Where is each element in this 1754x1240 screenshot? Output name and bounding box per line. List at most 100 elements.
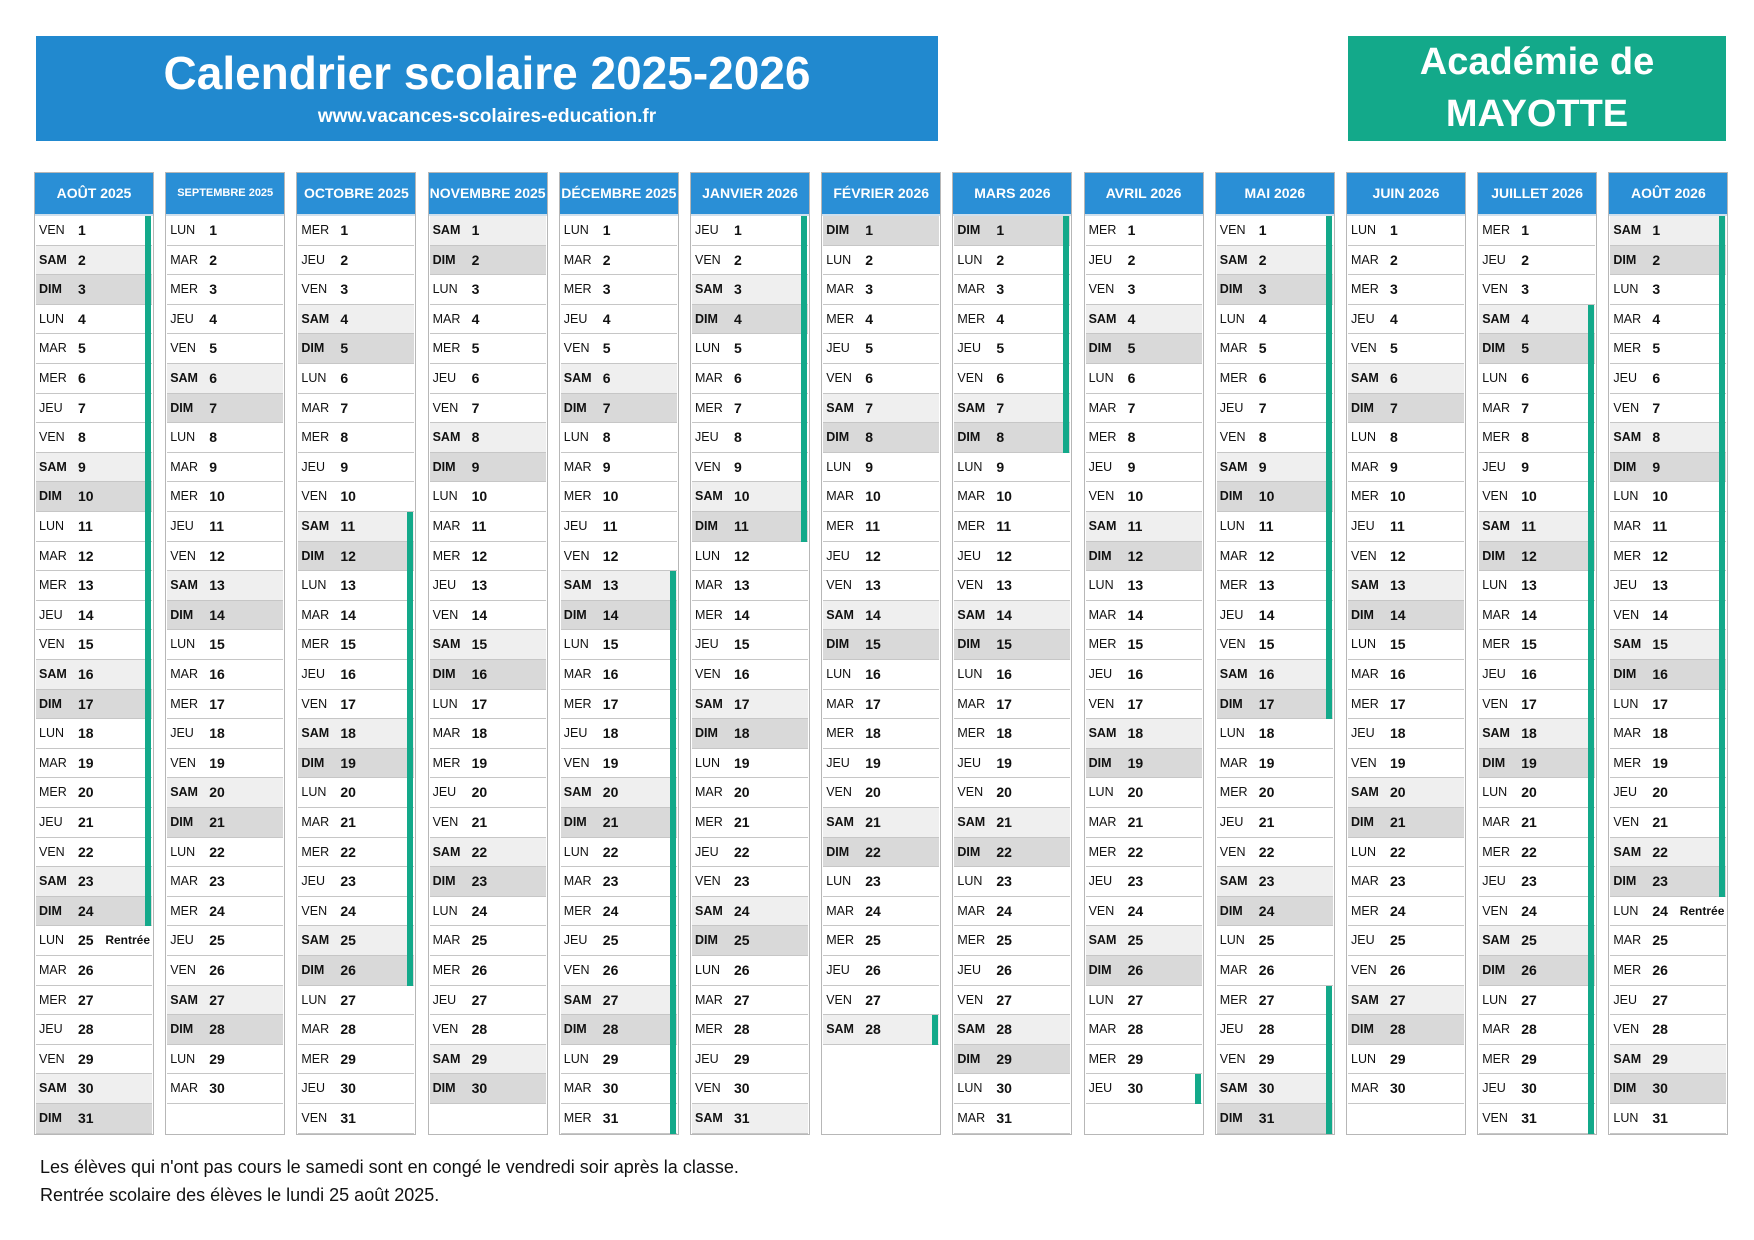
weekday-label: JEU (39, 815, 63, 829)
day-number: 27 (209, 991, 225, 1008)
day-cell: DIM 19 (298, 748, 415, 779)
day-number: 12 (1652, 547, 1668, 564)
day-number: 20 (1652, 784, 1668, 801)
vacation-bar (1588, 304, 1595, 1134)
weekday-label: VEN (563, 341, 590, 356)
day-number: 19 (1521, 754, 1537, 771)
weekday-label: DIM (1219, 903, 1243, 918)
day-cell: VEN 14 (1610, 601, 1727, 631)
day-number: 22 (340, 843, 356, 860)
day-number: 21 (209, 814, 225, 830)
day-cell: MER 25 (954, 926, 1071, 956)
weekday-label: DIM (170, 607, 194, 622)
day-number: 12 (602, 547, 619, 564)
day-number: 14 (602, 606, 619, 623)
day-cell: JEU 9 (1085, 453, 1202, 483)
weekday-label: MER (1351, 489, 1379, 504)
weekday-label: SAM (1613, 1051, 1642, 1066)
weekday-label: LUN (1219, 519, 1245, 533)
weekday-label: DIM (170, 400, 194, 415)
day-cell: SAM 30 (1216, 1074, 1333, 1104)
day-cell: LUN 24 Rentrée (1610, 897, 1727, 927)
weekday-label: DIM (301, 548, 325, 563)
day-number: 23 (1127, 873, 1144, 890)
day-cell: LUN 10 (429, 482, 546, 512)
weekday-label: LUN (1613, 282, 1639, 297)
weekday-label: VEN (1219, 223, 1246, 237)
website-url[interactable]: www.vacances-scolaires-education.fr (317, 106, 657, 127)
weekday-label: VEN (1351, 963, 1377, 977)
day-cell: DIM 2 (1610, 245, 1727, 276)
weekday-label: VEN (826, 578, 852, 593)
day-number: 9 (471, 458, 480, 475)
day-cell: SAM 22 (1610, 837, 1727, 868)
day-cell: MAR 21 (1479, 808, 1596, 838)
day-number: 3 (1258, 281, 1267, 298)
day-cell: MAR 28 (298, 1015, 415, 1045)
day-cell: LUN 16 (954, 660, 1071, 690)
day-cell: MER 5 (1610, 334, 1727, 364)
day-cell: MAR 11 (429, 512, 546, 542)
day-number: 5 (1652, 340, 1661, 357)
day-number: 22 (1258, 843, 1275, 860)
month-header: FÉVRIER 2026 (822, 173, 941, 216)
day-cell: VEN 5 (167, 334, 284, 364)
weekday-label: JEU (957, 341, 982, 356)
day-number: 12 (1521, 547, 1537, 564)
day-number: 30 (78, 1080, 94, 1097)
weekday-label: MER (301, 844, 330, 859)
day-number: 19 (996, 754, 1012, 771)
day-number: 26 (1390, 962, 1406, 978)
day-number: 10 (602, 488, 619, 505)
weekday-label: SAM (301, 311, 330, 326)
day-cell: MAR 19 (36, 749, 152, 779)
weekday-label: MER (432, 755, 461, 770)
day-number: 28 (471, 1021, 488, 1038)
weekday-label: MAR (432, 519, 461, 533)
day-number: 4 (996, 310, 1005, 327)
day-cell: DIM 5 (1085, 334, 1202, 364)
day-number: 26 (1521, 962, 1537, 978)
weekday-label: MER (432, 963, 461, 977)
weekday-label: JEU (1613, 371, 1638, 385)
weekday-label: MER (563, 696, 592, 711)
day-cell: DIM 8 (823, 423, 940, 453)
weekday-label: LUN (1482, 371, 1508, 385)
day-cell: LUN 5 (692, 334, 808, 364)
day-cell: VEN 22 (1216, 838, 1333, 868)
weekday-label: MER (826, 726, 854, 741)
day-cell: DIM 8 (954, 423, 1071, 453)
day-cell: LUN 8 (1348, 423, 1464, 453)
day-number: 6 (734, 370, 742, 386)
weekday-label: SAM (1351, 992, 1379, 1007)
day-cell: DIM 21 (560, 808, 677, 838)
day-cell: MER 3 (167, 275, 284, 305)
day-number: 28 (78, 1021, 94, 1038)
weekday-label: DIM (170, 1022, 194, 1037)
weekday-label: LUN (1351, 844, 1377, 859)
day-cell: DIM 1 (954, 216, 1071, 246)
month-column: JANVIER 2026 JEU 1 VEN 2 SAM 3 DIM 4 LUN 5 MAR 6 MER 7… (690, 172, 810, 1135)
footer-note-saturday: Les élèves qui n'ont pas cours le samedi… (40, 1157, 739, 1177)
day-number: 9 (1652, 458, 1661, 475)
day-number: 26 (865, 962, 881, 978)
day-number: 2 (340, 251, 349, 268)
month-header: JUIN 2026 (1347, 173, 1465, 216)
day-cell: JEU 26 (954, 956, 1071, 986)
day-number: 3 (1390, 281, 1398, 298)
day-number: 6 (865, 370, 873, 386)
weekday-label: DIM (1088, 548, 1112, 563)
day-number: 20 (865, 784, 881, 801)
day-cell: VEN 19 (1348, 749, 1464, 779)
day-number: 25 (1390, 932, 1406, 949)
day-number: 28 (996, 1021, 1012, 1038)
day-number: 22 (734, 843, 750, 860)
weekday-label: SAM (1219, 252, 1248, 267)
day-cell: MAR 16 (560, 660, 677, 690)
day-cell: DIM 10 (1216, 482, 1333, 512)
day-number: 12 (734, 547, 750, 564)
weekday-label: JEU (695, 1051, 719, 1066)
day-cell: VEN 1 (36, 216, 152, 246)
weekday-label: MER (170, 696, 198, 711)
day-cell: SAM 6 (167, 364, 284, 394)
